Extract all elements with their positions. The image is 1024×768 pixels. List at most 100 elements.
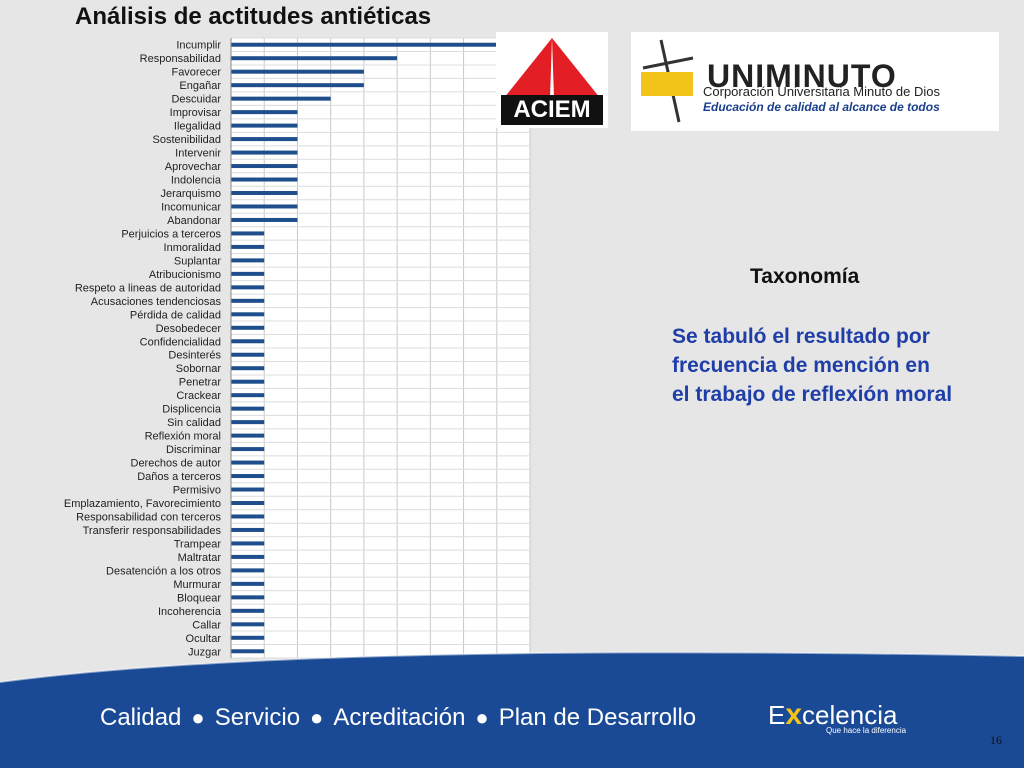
category-label: Ilegalidad [174,121,221,133]
category-label: Displicencia [162,404,222,416]
category-label: Descuidar [171,94,221,106]
uniminuto-cross-icon [641,39,694,123]
category-label: Juzgar [188,646,221,658]
category-label: Reflexión moral [145,431,221,443]
bar [231,69,364,74]
bar [231,568,265,573]
bar [231,474,265,479]
category-label: Incoherencia [158,606,222,618]
bar [231,501,265,505]
description-line: el trabajo de reflexión moral [672,383,953,406]
brand-x: x [785,698,803,731]
category-label: Jerarquismo [160,188,221,200]
excelencia-logo: Excelencia Que hace la diferencia [768,698,906,735]
category-label: Engañar [179,80,221,92]
bar [231,527,265,532]
bar [231,460,265,465]
description-text: Se tabuló el resultado por frecuencia de… [672,322,952,409]
category-label: Intervenir [175,148,221,160]
bar [231,487,265,492]
bar [231,42,497,47]
category-label: Confidencialidad [140,336,221,348]
category-label: Desatención a los otros [106,565,221,577]
category-label: Suplantar [174,255,221,267]
bar [231,541,265,546]
category-label: Responsabilidad [140,53,221,65]
category-label: Callar [192,619,221,631]
category-label: Daños a terceros [137,471,221,483]
bar [231,298,265,303]
category-label: Improvisar [170,107,222,119]
bar [231,595,265,600]
bar [231,635,265,640]
category-label: Desinterés [168,350,221,362]
category-label: Perjuicios a terceros [121,228,221,240]
category-label: Maltratar [178,552,222,564]
page-number: 16 [990,733,1002,747]
category-label: Atribucionismo [149,269,221,281]
brand-suffix: celencia [802,700,898,730]
uniminuto-name: UNIMINUTO [707,58,897,94]
bar [231,123,298,128]
bar [231,406,265,411]
category-label: Murmurar [173,579,221,591]
footer-item-servicio: Servicio [214,704,301,731]
bar [231,137,298,142]
category-label: Discriminar [166,444,221,456]
bar [231,83,364,88]
bar [231,110,298,115]
aciem-text-background [501,95,603,125]
category-label: Acusaciones tendenciosas [91,296,222,308]
category-label: Emplazamiento, Favorecimiento [64,498,221,510]
bar [231,433,265,438]
bar [231,393,265,398]
footer-item-calidad: Calidad [100,704,182,731]
category-label: Ocultar [186,633,222,645]
category-label: Sin calidad [167,417,221,429]
category-label: Inmoralidad [164,242,221,254]
category-label: Sostenibilidad [153,134,222,146]
bar [231,379,265,384]
excelencia-tagline: Que hace la diferencia [826,726,907,735]
aciem-logo: ACIEM [496,32,608,128]
description-line: frecuencia de mención en [672,354,930,377]
category-label: Derechos de autor [131,458,222,470]
category-label: Bloquear [177,592,221,604]
bar [231,204,298,209]
category-label: Aprovechar [165,161,222,173]
description-line: Se tabuló el resultado por [672,325,930,348]
category-label: Responsabilidad con terceros [76,511,221,523]
bar [231,366,265,371]
chart-title: Análisis de actitudes antiéticas [75,3,432,30]
bar [231,339,265,344]
bar [231,271,265,276]
aciem-text: ACIEM [513,96,591,123]
footer-values: Calidad ● Servicio ● Acreditación ● Plan de De… [100,704,696,732]
bullet-icon: ● [475,705,489,730]
category-label: Sobornar [176,363,222,375]
category-label: Pérdida de calidad [130,309,221,321]
uniminuto-logo: UNIMINUTO Corporación Universitaria Minu… [631,32,999,131]
bar [231,56,398,61]
category-label: Trampear [174,538,222,550]
bar [231,649,265,654]
footer-band [0,651,1024,768]
bar [231,258,265,263]
category-label: Abandonar [167,215,221,227]
category-label: Permisivo [173,485,221,497]
uniminuto-slogan: Educación de calidad al alcance de todos [703,100,940,114]
bullet-icon: ● [191,705,205,730]
bar [231,420,265,425]
bar [231,96,331,101]
bar [231,312,265,317]
bar [231,150,298,155]
uniminuto-subtitle: Corporación Universitaria Minuto de Dios [703,84,940,99]
category-label: Transferir responsabilidades [83,525,222,537]
bullet-icon: ● [310,705,324,730]
bar [231,608,265,613]
bar [231,447,265,452]
bar [231,164,298,169]
category-label: Incomunicar [161,201,221,213]
bar [231,191,298,195]
